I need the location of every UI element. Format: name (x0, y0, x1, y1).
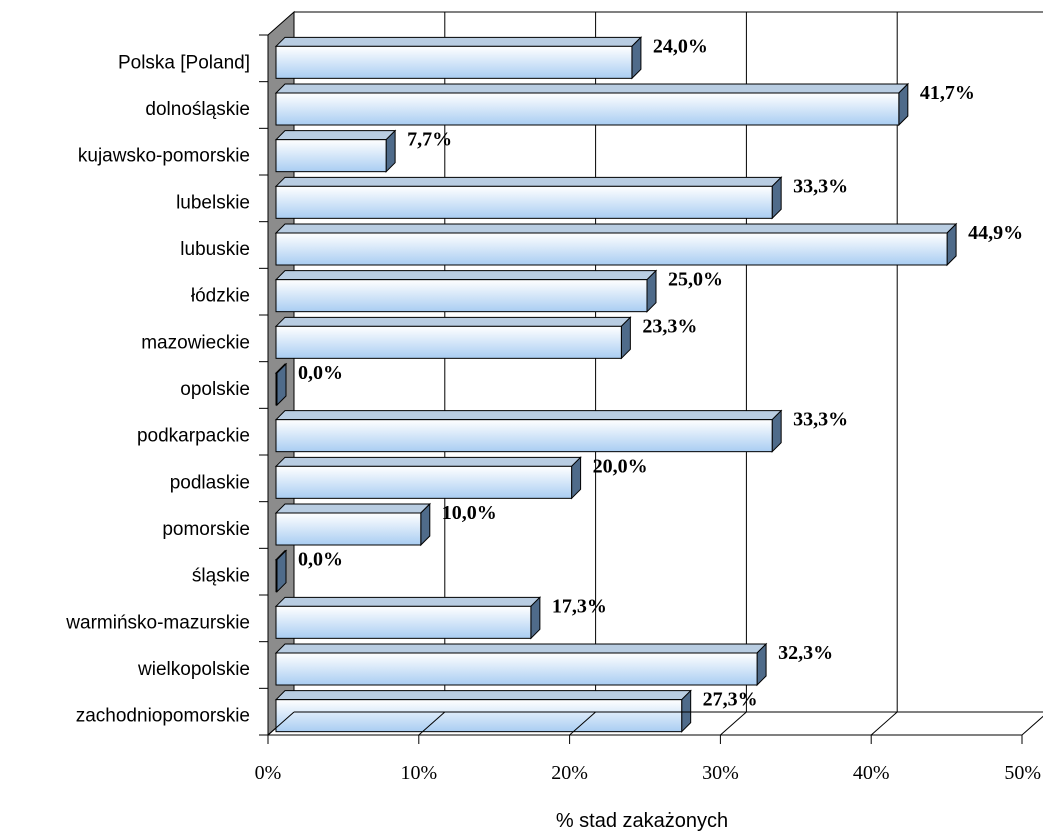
data-label: 10,0% (442, 502, 497, 524)
data-label: 0,0% (298, 362, 343, 384)
x-tick-label: 50% (1004, 762, 1041, 784)
bar (274, 409, 783, 453)
bar-front-face (275, 465, 573, 499)
floor-gridline (1021, 715, 1043, 736)
bar (274, 642, 768, 687)
category-label: zachodniopomorskie (76, 706, 250, 727)
bar (274, 316, 632, 360)
bar (274, 689, 692, 733)
bar-front-face (275, 185, 773, 219)
bar (274, 502, 432, 547)
data-label: 33,3% (793, 409, 848, 431)
category-label: pomorskie (162, 519, 250, 540)
bar-top-face (274, 503, 432, 514)
bar-front-face (275, 652, 758, 686)
data-label: 0,0% (298, 549, 343, 571)
bar-top-face (274, 36, 643, 47)
category-label: wielkopolskie (137, 659, 250, 680)
data-label: 7,7% (407, 129, 452, 151)
bar (274, 596, 542, 640)
bar-front-face (275, 279, 648, 313)
category-label: Polska [Poland] (118, 52, 250, 73)
floor-gridline (267, 711, 295, 736)
bar-front-face (275, 325, 622, 359)
x-tick-label: 20% (551, 762, 588, 784)
bar (274, 549, 288, 593)
bar-top-face (274, 130, 397, 141)
data-label: 44,9% (968, 222, 1023, 244)
floor-gridline (569, 711, 596, 736)
bar-front-face (275, 92, 900, 126)
bar-top-face (274, 410, 783, 421)
category-label: dolnośląskie (145, 99, 250, 120)
x-tick-label: 40% (853, 762, 890, 784)
bars (274, 36, 958, 733)
bar (274, 222, 958, 267)
x-axis-title: % stad zakażonych (556, 810, 728, 832)
bar (274, 456, 582, 500)
data-label: 24,0% (653, 35, 708, 57)
bar-front-face (275, 372, 278, 406)
floor-gridline (418, 711, 446, 736)
bar-top-face (274, 316, 632, 327)
x-tick-label: 30% (702, 762, 739, 784)
category-label: kujawsko-pomorskie (78, 146, 250, 167)
category-label: podlaskie (170, 472, 250, 493)
data-label: 17,3% (552, 595, 607, 617)
category-label: łódzkie (191, 286, 250, 307)
x-axis: 0% 10% 20% 30% 40% 50% (255, 35, 1043, 784)
data-label: 41,7% (920, 82, 975, 104)
bar-front-face (275, 512, 422, 546)
data-label: 25,0% (668, 269, 723, 291)
category-label: opolskie (180, 379, 250, 400)
bar-top-face (274, 596, 542, 607)
bar-front-face (275, 45, 633, 79)
bar (274, 269, 658, 313)
data-label: 32,3% (778, 642, 833, 664)
data-label: 27,3% (703, 689, 758, 711)
x-tick-label: 0% (255, 762, 282, 784)
bar-front-face (275, 699, 683, 733)
bar-front-face (275, 605, 532, 639)
bar (274, 362, 288, 407)
category-label: mazowieckie (141, 332, 250, 353)
bar-top-face (274, 456, 582, 467)
data-label: 23,3% (642, 315, 697, 337)
data-label: 20,0% (593, 455, 648, 477)
bar-top-face (274, 83, 910, 94)
bar-top-face (274, 643, 768, 654)
bar-front-face (275, 232, 948, 266)
floor-gridline (720, 711, 747, 736)
x-tick-label: 10% (400, 762, 437, 784)
data-label: 33,3% (793, 175, 848, 197)
labels: 24,0% Polska [Poland] 41,7% dolnośląskie 7,7… (65, 35, 1023, 726)
category-label: podkarpackie (137, 426, 250, 447)
bar-top-face (274, 690, 692, 701)
bar (274, 176, 783, 220)
bar-top-face (274, 270, 658, 281)
bar-top-face (274, 176, 783, 187)
floor-gridline (870, 711, 898, 736)
bar (274, 82, 910, 127)
category-label: lubelskie (176, 192, 250, 213)
bar-front-face (275, 419, 773, 453)
bar (274, 129, 397, 173)
bar (274, 36, 643, 80)
bar-front-face (275, 559, 278, 593)
category-label: śląskie (192, 566, 250, 587)
bar-top-face (274, 223, 958, 234)
category-label: warmińsko-mazurskie (65, 612, 250, 633)
category-label: lubuskie (180, 239, 250, 260)
bar-front-face (275, 139, 387, 173)
